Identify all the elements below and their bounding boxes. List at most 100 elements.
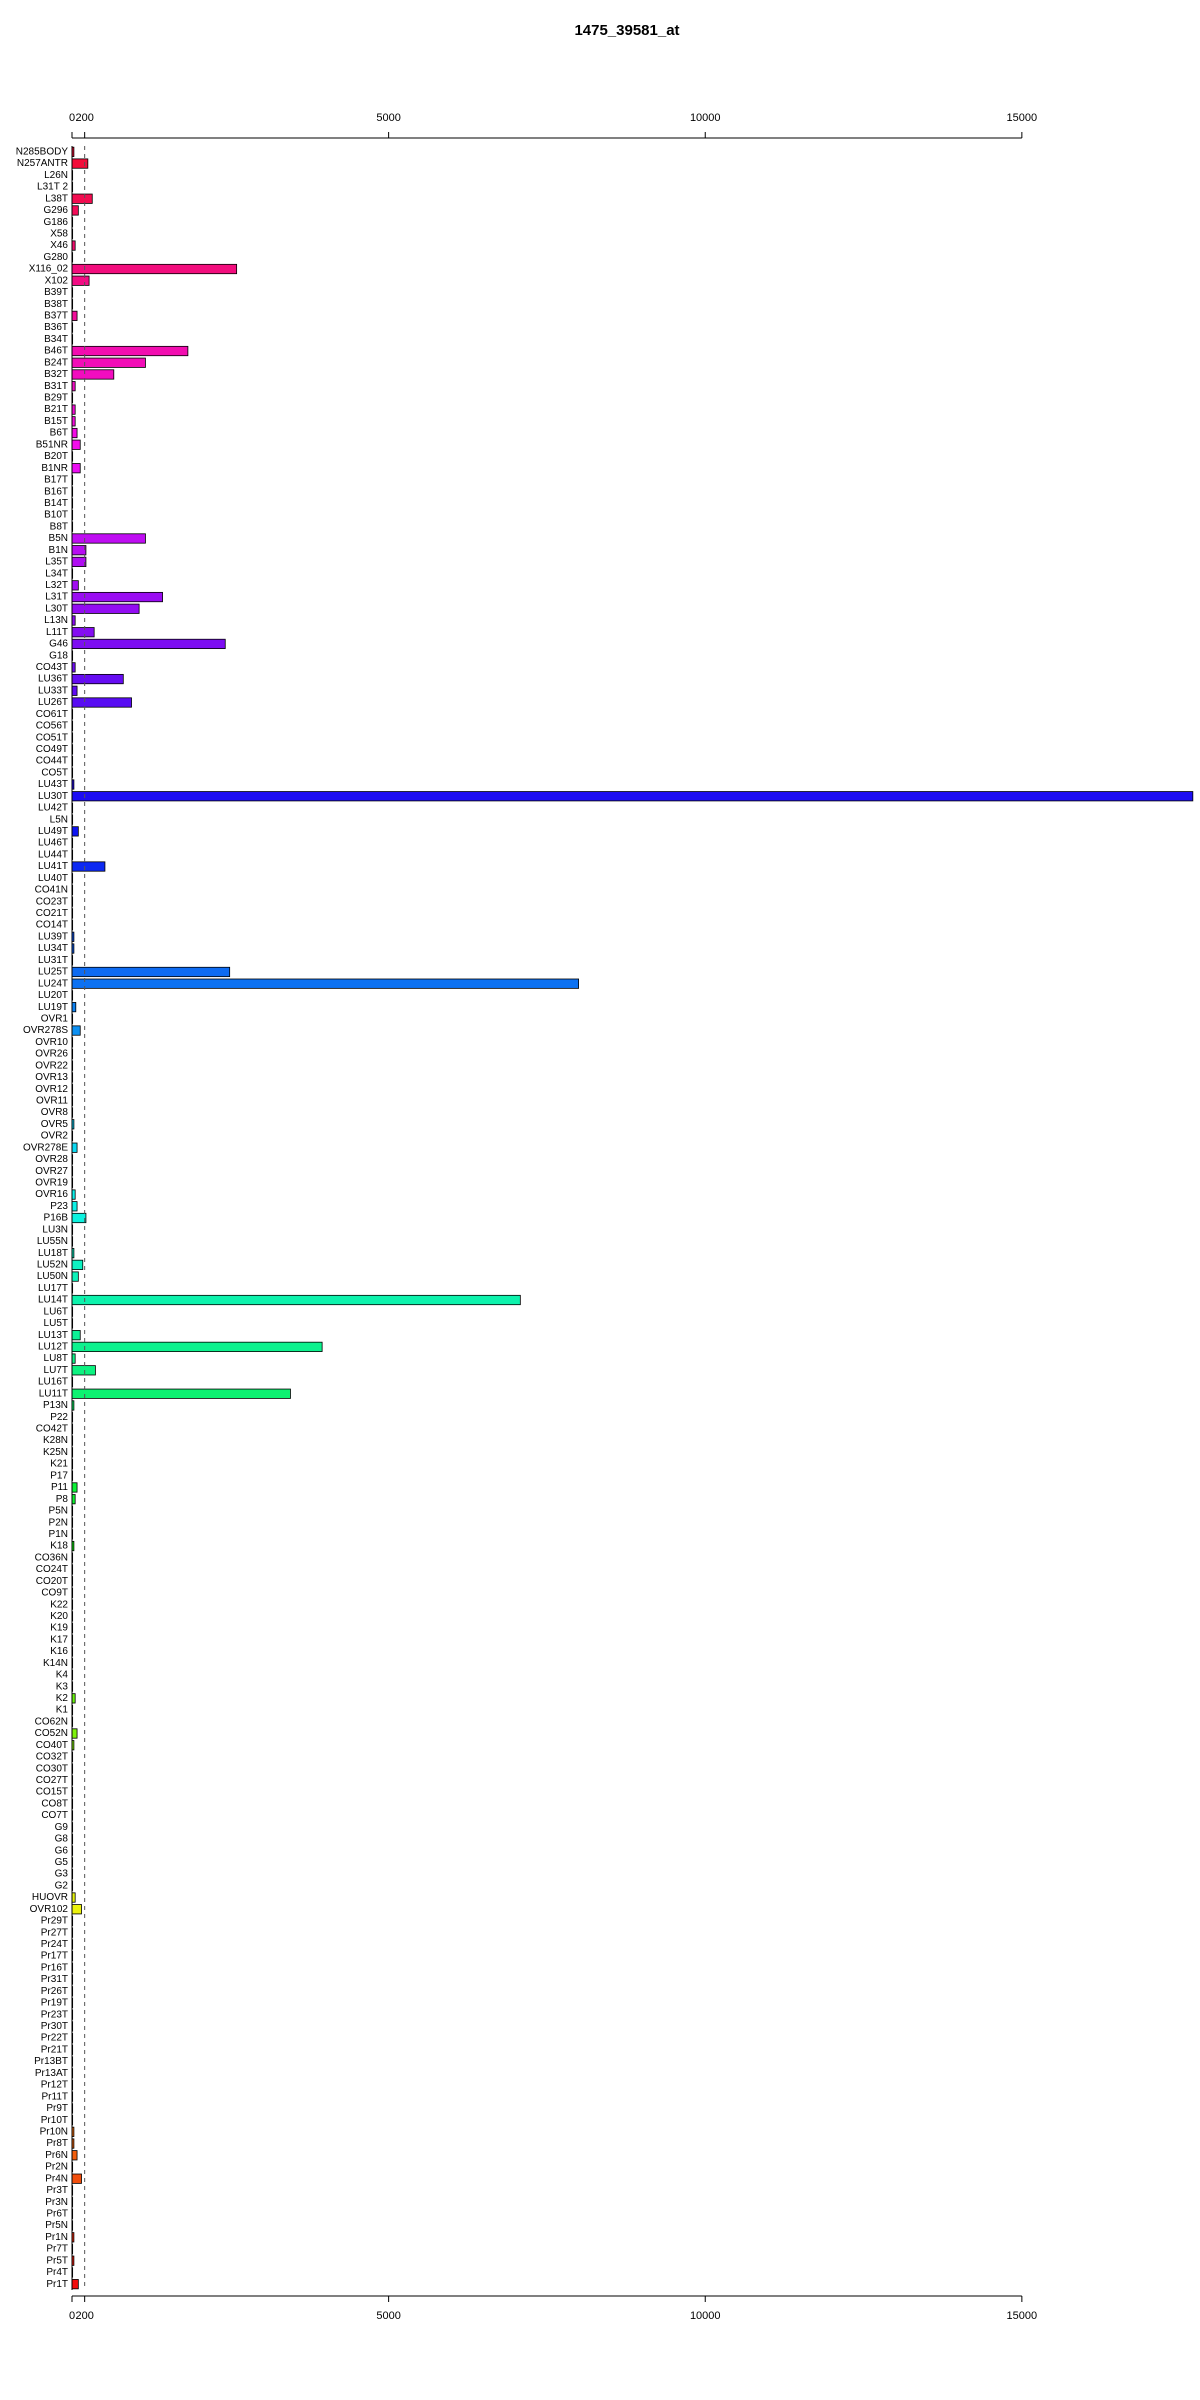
y-tick-label: CO62N	[35, 1716, 68, 1727]
y-tick-label: L31T 2	[37, 182, 68, 193]
bar	[71, 345, 189, 357]
y-tick-label: LU43T	[38, 779, 68, 790]
bar	[71, 533, 146, 544]
bar	[71, 263, 238, 275]
y-tick-label: G280	[44, 252, 69, 263]
y-tick-label: B1N	[49, 545, 68, 556]
y-tick-label: LU33T	[38, 685, 68, 696]
y-tick-label: Pr16T	[41, 1962, 68, 1973]
y-tick-label: OVR8	[41, 1107, 69, 1118]
y-tick-label: L38T	[45, 193, 68, 204]
y-tick-label: CO32T	[36, 1752, 68, 1763]
y-tick-label: Pr26T	[41, 1986, 68, 1997]
y-tick-label: B10T	[44, 510, 68, 521]
y-tick-label: Pr11T	[42, 2091, 69, 2102]
y-tick-label: P13N	[43, 1400, 68, 1411]
y-tick-label: G2	[55, 1880, 69, 1891]
bar	[71, 627, 95, 638]
y-tick-label: OVR27	[35, 1166, 68, 1177]
y-tick-label: G3	[55, 1869, 69, 1880]
y-tick-label: LU30T	[38, 791, 68, 802]
y-tick-label: LU6T	[44, 1306, 68, 1317]
y-tick-label: OVR12	[35, 1084, 68, 1095]
y-tick-label: Pr27T	[41, 1927, 68, 1938]
y-tick-label: OVR16	[35, 1189, 68, 1200]
x-tick-label: 5000	[376, 2310, 400, 2322]
y-tick-label: LU18T	[38, 1248, 68, 1259]
bar	[71, 673, 124, 685]
y-tick-label: Pr7T	[46, 2244, 68, 2255]
y-tick-label: G296	[44, 205, 69, 216]
bar	[71, 275, 90, 286]
y-tick-label: B46T	[44, 346, 68, 357]
y-tick-label: B16T	[44, 486, 68, 497]
y-tick-label: CO9T	[41, 1588, 68, 1599]
y-tick-label: K16	[50, 1646, 68, 1657]
y-tick-label: CO49T	[36, 744, 68, 755]
y-tick-label: G18	[49, 650, 68, 661]
x-tick-label: 200	[75, 112, 93, 124]
y-tick-label: L30T	[45, 603, 68, 614]
y-tick-label: OVR13	[35, 1072, 68, 1083]
bar	[71, 580, 79, 591]
y-tick-label: Pr13BT	[34, 2056, 68, 2067]
y-tick-label: B20T	[44, 451, 68, 462]
y-tick-label: CO24T	[36, 1564, 68, 1575]
y-tick-label: Pr8T	[46, 2138, 68, 2149]
y-tick-label: Pr29T	[41, 1916, 68, 1927]
y-tick-label: B14T	[44, 498, 68, 509]
y-tick-label: CO20T	[36, 1576, 68, 1587]
y-tick-label: B8T	[50, 521, 68, 532]
y-tick-label: Pr2N	[45, 2162, 68, 2173]
bar	[71, 1482, 78, 1493]
y-tick-label: L26N	[44, 170, 68, 181]
y-tick-label: OVR278E	[23, 1142, 68, 1153]
y-tick-label: CO14T	[36, 920, 68, 931]
y-tick-label: LU20T	[38, 990, 68, 1001]
bar	[71, 2173, 82, 2184]
x-tick-label: 15000	[1007, 112, 1038, 124]
y-tick-label: K20	[50, 1611, 68, 1622]
y-tick-label: LU42T	[38, 803, 68, 814]
y-tick-label: G46	[49, 639, 68, 650]
y-tick-label: L34T	[45, 568, 68, 579]
y-tick-label: Pr6T	[46, 2208, 68, 2219]
y-tick-label: Pr19T	[41, 1998, 68, 2009]
y-tick-label: X58	[50, 229, 68, 240]
bar	[71, 205, 79, 216]
y-tick-label: L35T	[45, 557, 68, 568]
y-tick-label: Pr12T	[41, 2080, 68, 2091]
y-tick-label: B32T	[44, 369, 68, 380]
y-tick-label: CO15T	[36, 1787, 68, 1798]
y-tick-label: LU25T	[38, 967, 68, 978]
y-tick-label: OVR19	[35, 1177, 68, 1188]
y-tick-label: B39T	[44, 287, 68, 298]
bar	[71, 1365, 96, 1376]
y-tick-label: K17	[50, 1634, 68, 1645]
y-tick-label: P8	[56, 1494, 69, 1505]
bar	[71, 2279, 79, 2290]
y-tick-label: K14N	[43, 1658, 68, 1669]
y-tick-label: K21	[50, 1459, 68, 1470]
y-tick-label: CO42T	[36, 1424, 68, 1435]
bar	[71, 1904, 82, 1915]
bar	[71, 966, 231, 978]
y-tick-label: B15T	[44, 416, 68, 427]
bar	[71, 439, 81, 450]
y-tick-label: CO61T	[36, 709, 68, 720]
bar	[71, 978, 579, 989]
y-tick-label: Pr4T	[46, 2267, 68, 2278]
y-tick-label: X102	[45, 275, 69, 286]
x-tick-label: 0	[69, 2310, 75, 2322]
bar	[71, 369, 115, 380]
y-tick-label: LU46T	[38, 838, 68, 849]
y-tick-label: LU13T	[38, 1330, 68, 1341]
y-tick-label: G8	[55, 1834, 69, 1845]
y-tick-label: LU36T	[38, 674, 68, 685]
y-tick-label: B34T	[44, 334, 68, 345]
y-tick-label: Pr6N	[45, 2150, 68, 2161]
y-tick-label: LU14T	[38, 1295, 68, 1306]
y-tick-label: K1	[56, 1705, 69, 1716]
bar	[71, 545, 87, 556]
